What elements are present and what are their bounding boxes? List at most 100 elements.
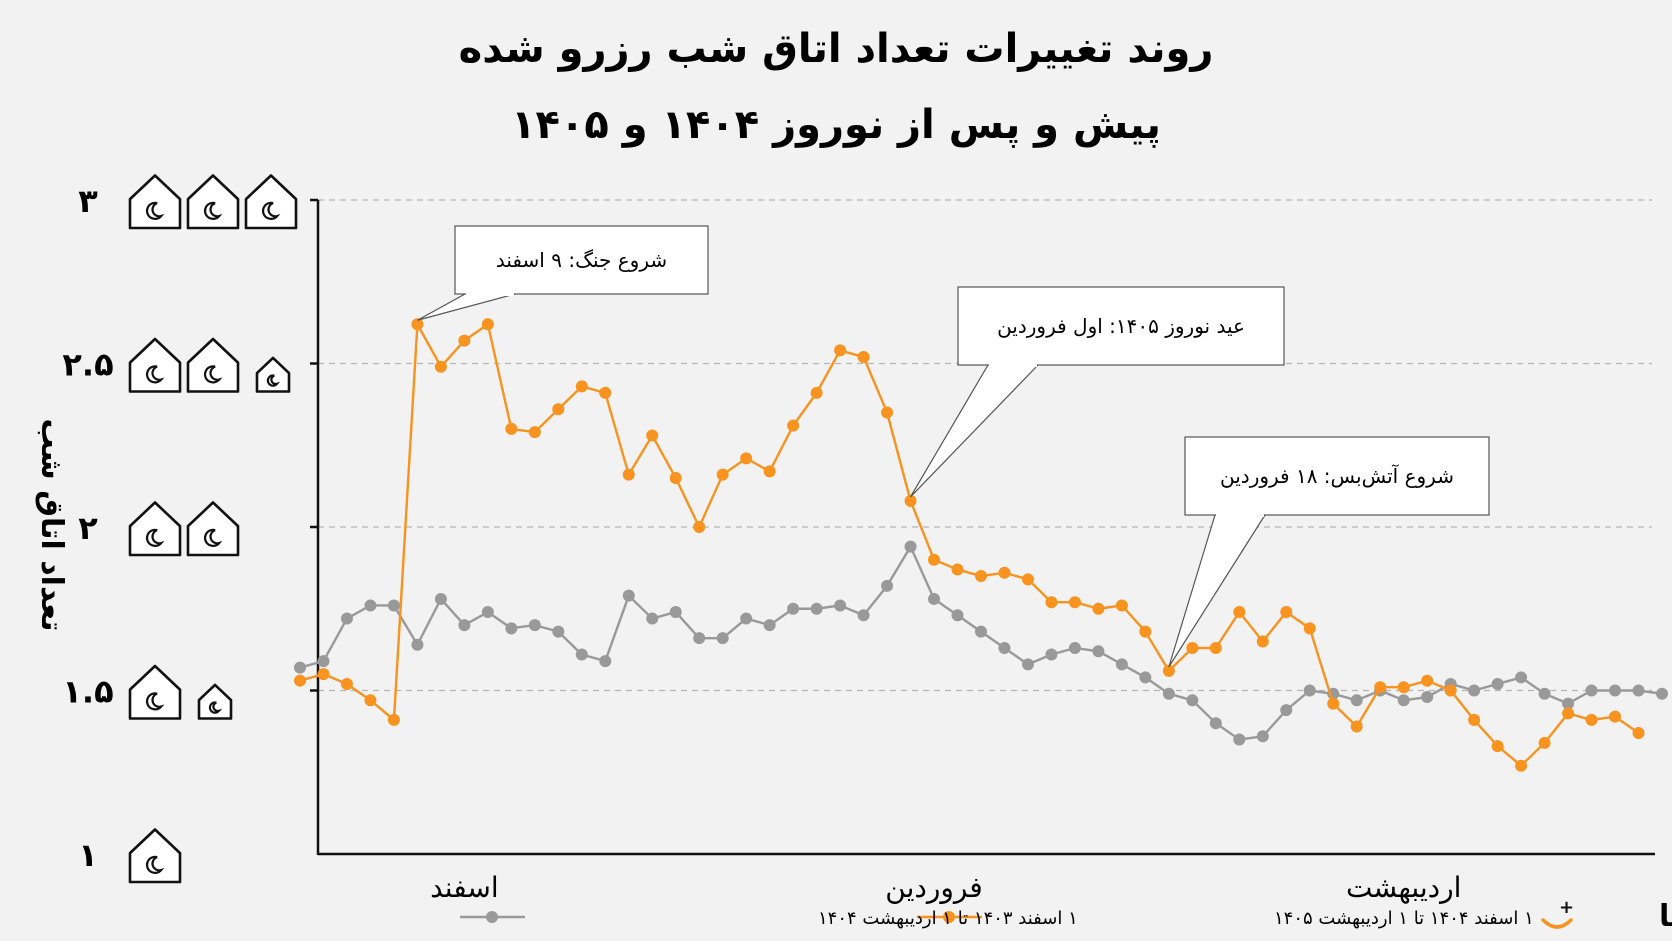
annotation-text: شروع جنگ: ۹ اسفند (496, 248, 667, 272)
data-point (599, 655, 612, 668)
data-point (834, 599, 847, 612)
data-point (1256, 635, 1269, 648)
data-point (975, 570, 987, 583)
data-point (552, 625, 565, 638)
data-point (317, 668, 330, 681)
data-point (693, 632, 706, 645)
data-point (387, 713, 400, 726)
x-tick-label: فروردین (885, 871, 982, 904)
data-point (834, 344, 847, 357)
data-point (1327, 697, 1340, 710)
data-point (434, 592, 447, 605)
data-point (481, 318, 494, 331)
data-point (1233, 733, 1246, 746)
data-point (1233, 606, 1246, 619)
series-line (299, 323, 1640, 767)
data-point (1562, 707, 1575, 720)
data-point (763, 465, 776, 478)
data-point (1186, 641, 1199, 654)
house-moon-icon (186, 174, 240, 230)
y-tick-icons (128, 174, 298, 884)
house-moon-icon (186, 501, 240, 557)
annotation-text: شروع آتش‌بس: ۱۸ فروردین (1220, 463, 1454, 488)
house-moon-icon (186, 337, 240, 393)
data-point (1609, 684, 1622, 697)
data-point (1045, 648, 1058, 661)
data-point (951, 563, 964, 576)
data-point (928, 553, 941, 566)
x-tick-label: اردیبهشت (1346, 871, 1461, 904)
legend-label-series-1: ۱ اسفند ۱۴۰۴ تا ۱ اردیبهشت ۱۴۰۵ (1274, 908, 1534, 929)
data-point (1515, 671, 1528, 684)
legend-marker-series-1 (943, 911, 955, 923)
data-point (1585, 713, 1598, 726)
data-point (646, 612, 659, 625)
data-point (1491, 740, 1504, 753)
annotation-callout: عید نوروز ۱۴۰۵: اول فروردین (910, 286, 1285, 498)
data-point (904, 540, 917, 553)
data-point (1045, 596, 1058, 609)
y-axis-label: تعداد اتاق شب (34, 419, 69, 632)
data-point (740, 452, 753, 465)
house-moon-icon (128, 828, 182, 884)
data-point (810, 602, 823, 615)
data-point (1538, 687, 1551, 700)
data-point (693, 521, 706, 533)
data-point (1115, 599, 1128, 612)
data-point (1280, 704, 1293, 717)
data-point (1162, 664, 1175, 677)
data-point (1374, 681, 1387, 694)
data-point (1609, 710, 1622, 723)
y-tick-label: ۱ (78, 836, 98, 874)
data-point (1397, 694, 1410, 707)
data-point (1444, 684, 1457, 697)
data-point (1303, 684, 1316, 697)
data-point (904, 494, 917, 507)
callout-box (454, 225, 709, 295)
data-point (763, 619, 776, 632)
data-point (622, 589, 635, 602)
legend-marker-series-2 (486, 911, 498, 923)
data-point (505, 422, 518, 435)
y-tick-label: ۳ (78, 182, 98, 220)
data-point (1350, 694, 1363, 707)
house-moon-icon (255, 356, 291, 393)
callout-box (957, 286, 1285, 366)
data-point (810, 386, 823, 399)
annotation-callout: شروع آتش‌بس: ۱۸ فروردین (1168, 436, 1490, 668)
data-point (1021, 658, 1034, 671)
data-point (622, 468, 635, 481)
data-point (881, 579, 894, 592)
data-point (646, 429, 659, 442)
data-point (575, 648, 588, 661)
data-point (1468, 684, 1481, 697)
data-point (669, 471, 682, 484)
data-point (1068, 596, 1081, 609)
callout-joint (466, 292, 514, 296)
chart-title-line-2: پیش و پس از نوروز ۱۴۰۴ و ۱۴۰۵ (511, 102, 1161, 148)
data-point (411, 638, 424, 651)
data-point (505, 622, 518, 635)
chart-title-line-1: روند تغییرات تعداد اتاق شب رزرو شده (459, 26, 1214, 72)
smile-icon (1541, 918, 1573, 929)
data-point (364, 599, 377, 612)
data-point (340, 612, 353, 625)
data-point (1280, 606, 1293, 619)
data-point (1115, 658, 1128, 671)
data-point (294, 674, 306, 687)
data-point (998, 566, 1011, 579)
data-point (881, 406, 894, 419)
data-point (411, 318, 424, 331)
data-point (1021, 573, 1034, 586)
data-point (434, 360, 447, 373)
house-moon-icon (128, 174, 182, 230)
data-point (1421, 674, 1434, 687)
data-point (740, 612, 753, 625)
data-point (1139, 671, 1152, 684)
data-point (669, 606, 682, 619)
data-point (857, 609, 870, 622)
gridlines (310, 198, 1652, 692)
legend-label-series-2: ۱ اسفند ۱۴۰۳ تا ۱ اردیبهشت ۱۴۰۴ (818, 908, 1078, 929)
data-point (1421, 691, 1434, 704)
y-axis-ticks: ۱ ۱.۵ ۲ ۲.۵ ۳ (62, 182, 113, 874)
